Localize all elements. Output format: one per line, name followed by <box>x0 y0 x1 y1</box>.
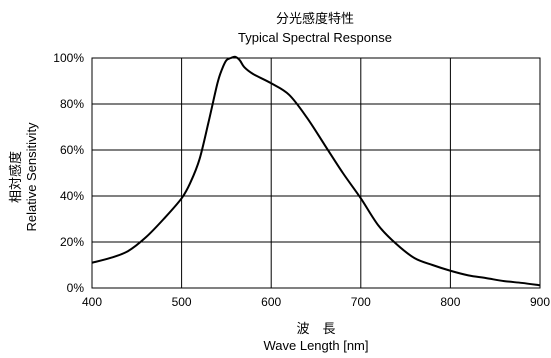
grid <box>91 57 541 289</box>
x-axis-label-jp: 波 長 <box>296 321 335 336</box>
chart-title-jp: 分光感度特性 <box>276 11 354 26</box>
y-tick-label: 80% <box>60 97 84 111</box>
chart-title: Typical Spectral Response <box>238 30 392 45</box>
plot-frame <box>91 57 541 289</box>
y-tick-label: 0% <box>67 281 85 295</box>
y-tick-label: 100% <box>53 51 84 65</box>
tick-labels: 400 500 600 700 800 900 0% 20% 40% 60% 80% 100% <box>53 51 550 309</box>
y-tick-label: 60% <box>60 143 84 157</box>
y-tick-label: 40% <box>60 189 84 203</box>
y-axis-label-jp: 相対感度 <box>8 151 23 203</box>
x-tick-label: 400 <box>82 295 102 309</box>
x-tick-label: 900 <box>530 295 550 309</box>
spectral-response-line <box>91 55 541 287</box>
series-layer <box>91 55 541 287</box>
x-tick-label: 800 <box>440 295 460 309</box>
x-axis-label: Wave Length [nm] <box>263 338 368 353</box>
x-tick-label: 600 <box>261 295 281 309</box>
x-tick-label: 700 <box>351 295 371 309</box>
y-axis-label: Relative Sensitivity <box>24 122 39 232</box>
y-tick-label: 20% <box>60 235 84 249</box>
x-tick-label: 500 <box>172 295 192 309</box>
